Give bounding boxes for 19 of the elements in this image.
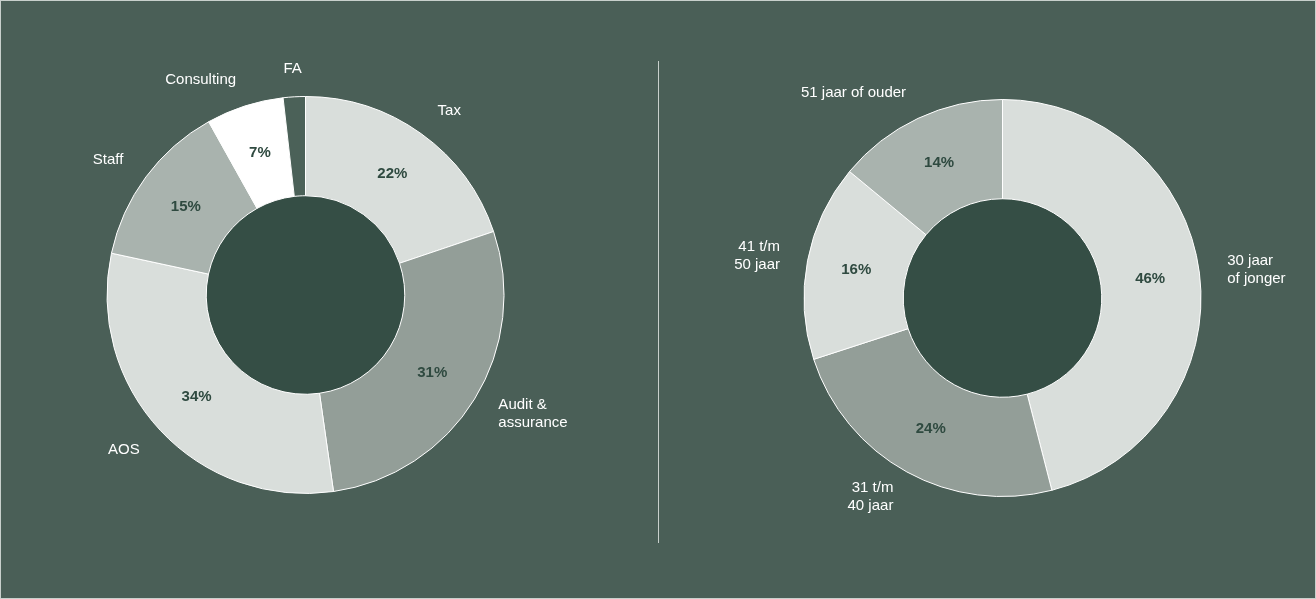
slice-label: AOS xyxy=(108,439,140,457)
slice-label: 30 jaar of jonger xyxy=(1227,250,1286,286)
slice-label: Staff xyxy=(92,150,125,168)
data-label: 15% xyxy=(170,196,201,214)
data-label: 7% xyxy=(249,143,271,161)
data-label: 14% xyxy=(924,153,955,171)
data-label: 46% xyxy=(1135,269,1166,287)
data-label: 22% xyxy=(377,164,408,182)
slice-label: Tax xyxy=(437,101,462,119)
slice-label: Consulting xyxy=(165,69,237,87)
slice-label: Audit & assurance xyxy=(498,394,568,430)
slice-label: 41 t/m 50 jaar xyxy=(734,236,781,272)
slice-label: 51 jaar of ouder xyxy=(800,83,907,101)
slice-label: FA xyxy=(283,59,302,76)
data-label: 16% xyxy=(841,260,872,278)
data-label: 24% xyxy=(915,418,946,436)
data-label: 31% xyxy=(417,363,448,381)
data-label: 34% xyxy=(181,386,212,404)
slice-label: 31 t/m 40 jaar xyxy=(847,477,894,513)
